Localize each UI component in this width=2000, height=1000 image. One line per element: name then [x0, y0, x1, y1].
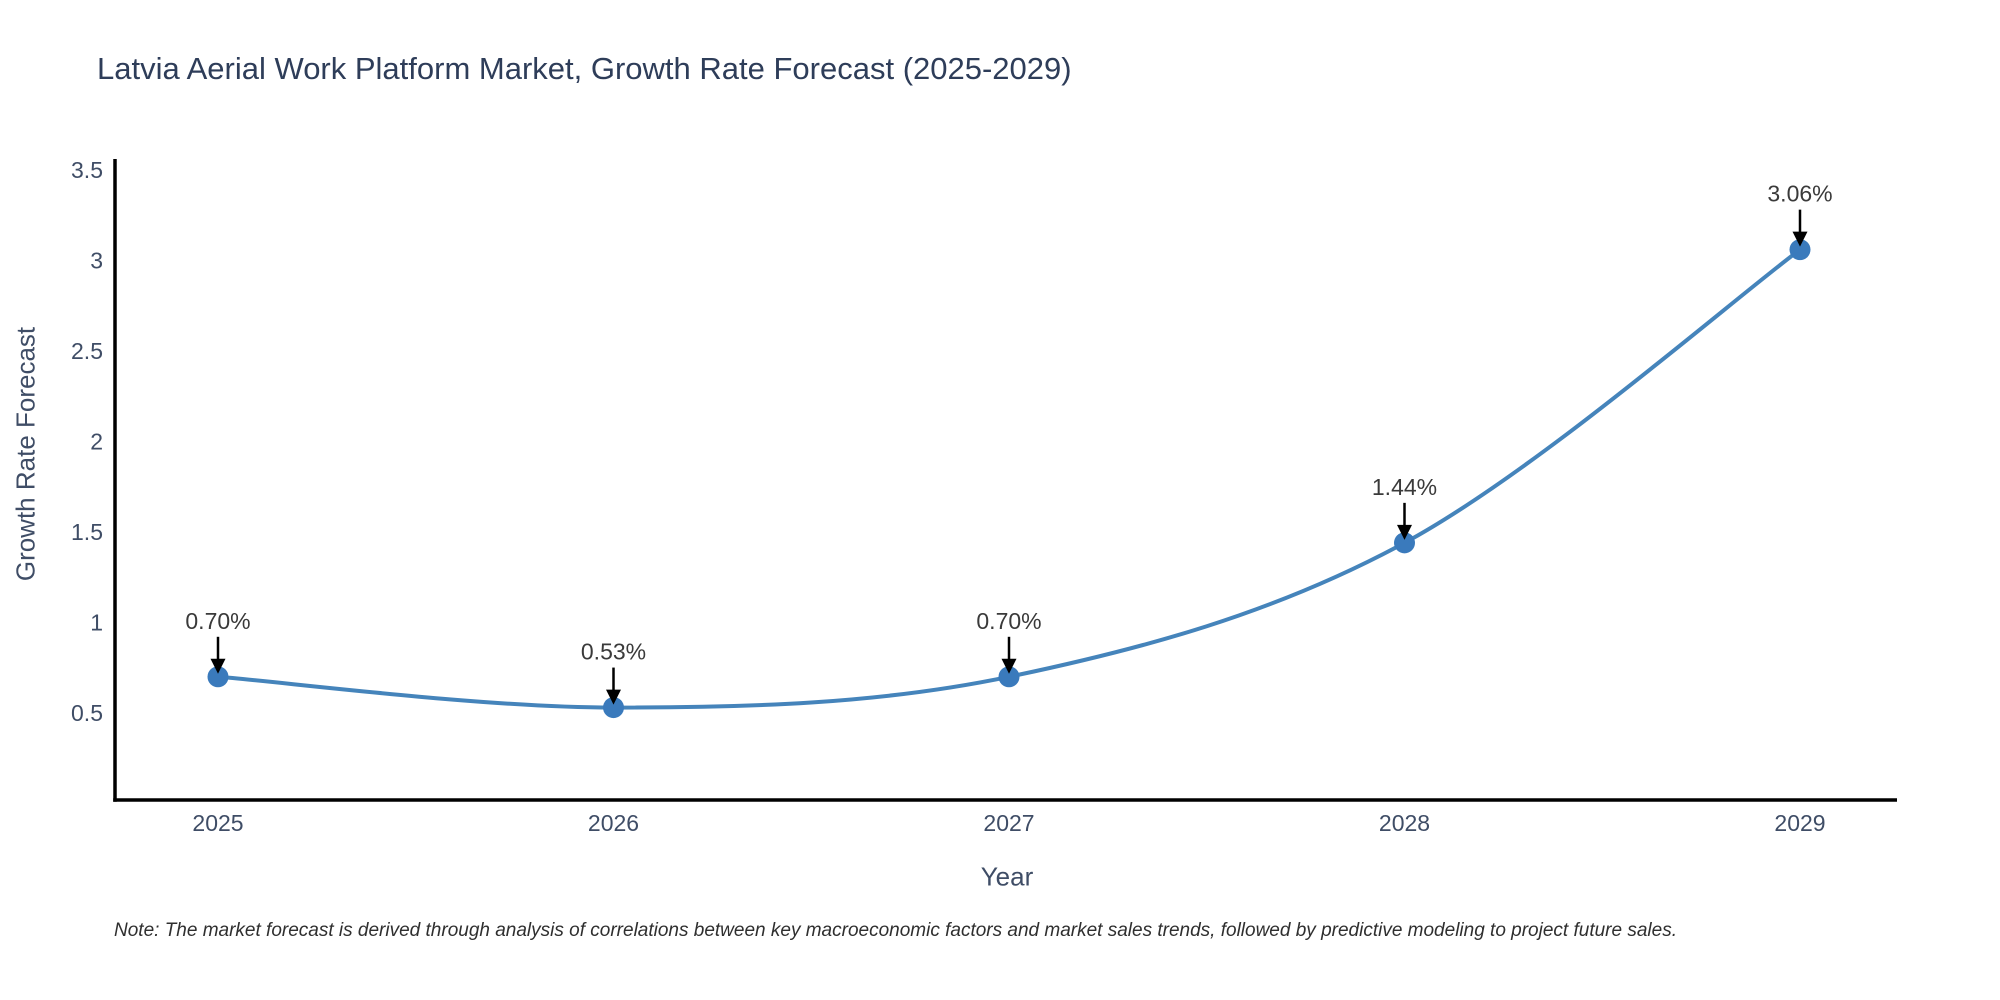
x-tick-label: 2026	[588, 810, 639, 836]
annotation-arrowhead-icon	[1792, 231, 1808, 247]
x-tick-label: 2028	[1379, 810, 1430, 836]
x-axis-title: Year	[980, 861, 1034, 892]
y-tick-label: 2	[90, 429, 103, 455]
y-tick-label: 1.5	[71, 519, 103, 545]
annotation-arrowhead-icon	[1397, 524, 1412, 540]
y-tick-label: 2.5	[71, 338, 103, 364]
chart-title: Latvia Aerial Work Platform Market, Grow…	[97, 51, 1072, 86]
footnote: Note: The market forecast is derived thr…	[114, 920, 1677, 941]
data-point-marker[interactable]	[603, 697, 624, 719]
annotation-label: 3.06%	[1767, 181, 1832, 207]
data-point-marker[interactable]	[998, 666, 1020, 688]
annotation-label: 0.70%	[976, 608, 1041, 634]
annotation-arrowhead-icon	[210, 658, 226, 674]
x-tick-label: 2027	[983, 810, 1034, 836]
x-tick-label: 2029	[1774, 810, 1825, 836]
data-point-marker[interactable]	[1394, 532, 1415, 554]
series-line	[216, 247, 1802, 710]
x-tick-label: 2025	[192, 810, 243, 836]
annotation-label: 0.53%	[581, 639, 646, 665]
annotation-arrowhead-icon	[1001, 658, 1017, 674]
data-point-marker[interactable]	[1789, 239, 1811, 261]
y-tick-label: 3	[90, 248, 103, 274]
y-tick-label: 3.5	[71, 157, 103, 183]
annotation-arrowhead-icon	[606, 689, 621, 705]
annotation-label: 0.70%	[185, 608, 250, 634]
y-tick-label: 1	[90, 610, 103, 636]
data-point-marker[interactable]	[207, 666, 229, 688]
annotation-label: 1.44%	[1372, 474, 1437, 500]
y-tick-label: 0.5	[71, 700, 103, 726]
